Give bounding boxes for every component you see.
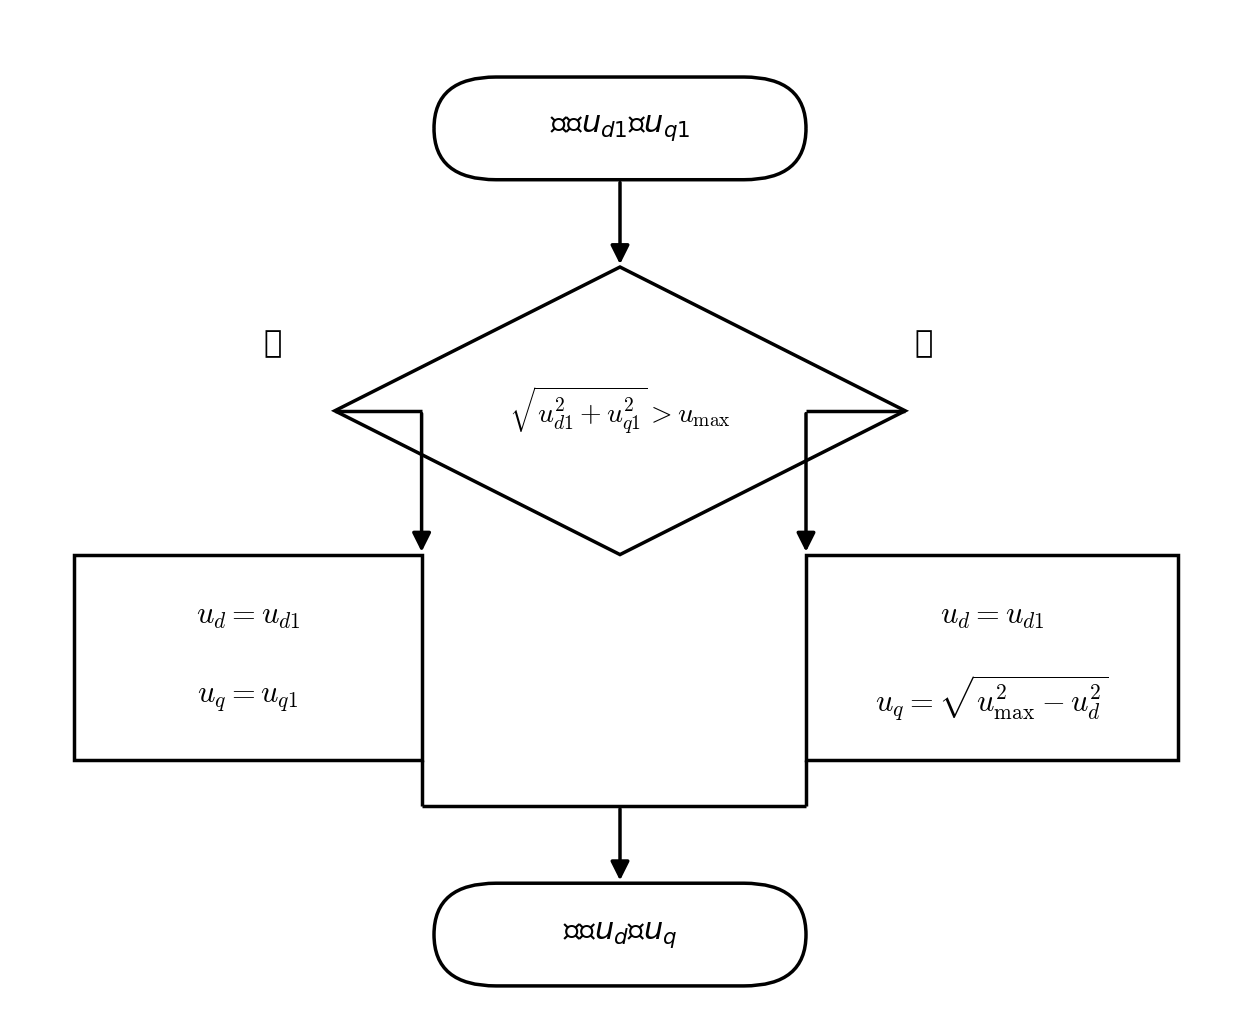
Text: 给定$\mathit{u}_{d1}$、$\mathit{u}_{q1}$: 给定$\mathit{u}_{d1}$、$\mathit{u}_{q1}$ bbox=[549, 113, 691, 144]
Bar bbox=[806, 555, 1178, 760]
Text: $\boldsymbol{u_q=\sqrt{u_{\mathrm{max}}^2-u_d^2}}$: $\boldsymbol{u_q=\sqrt{u_{\mathrm{max}}^… bbox=[875, 674, 1109, 723]
Text: $\boldsymbol{u_d=u_{d1}}$: $\boldsymbol{u_d=u_{d1}}$ bbox=[196, 602, 300, 631]
Text: 否: 否 bbox=[264, 330, 281, 358]
Bar bbox=[74, 555, 422, 760]
Text: 是: 是 bbox=[915, 330, 932, 358]
Text: $\boldsymbol{u_q=u_{q1}}$: $\boldsymbol{u_q=u_{q1}}$ bbox=[197, 684, 299, 713]
FancyBboxPatch shape bbox=[434, 77, 806, 180]
FancyBboxPatch shape bbox=[434, 883, 806, 986]
Text: $\sqrt{u_{d1}^2+u_{q1}^2}>u_{\mathrm{max}}$: $\sqrt{u_{d1}^2+u_{q1}^2}>u_{\mathrm{max… bbox=[510, 385, 730, 436]
Polygon shape bbox=[335, 267, 905, 555]
Text: $\boldsymbol{u_d=u_{d1}}$: $\boldsymbol{u_d=u_{d1}}$ bbox=[940, 602, 1044, 631]
Text: 输出$\mathit{u}_d$、$\mathit{u}_q$: 输出$\mathit{u}_d$、$\mathit{u}_q$ bbox=[563, 919, 677, 950]
